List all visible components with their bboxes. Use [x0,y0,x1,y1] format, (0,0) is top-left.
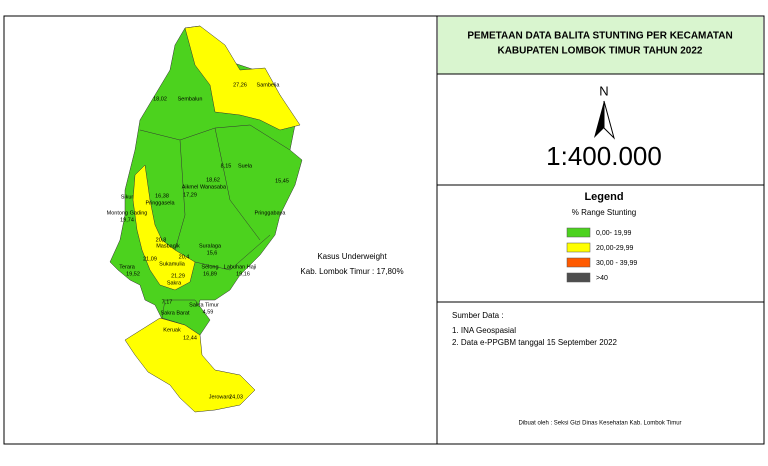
map-label: 27,26 [233,82,247,88]
map [109,25,303,413]
map-label: Jerowaru [209,394,232,400]
map-label: Aikmel [182,184,199,190]
legend-swatch [566,242,591,253]
title: KABUPATEN LOMBOK TIMUR TAHUN 2022 [497,46,702,57]
north-arrow [603,100,615,140]
scale: 1:400.000 [546,141,662,171]
legend-label: >40 [596,275,608,282]
sources-title: Sumber Data : [452,311,504,320]
boundary [139,124,291,151]
map-label: Terara [119,264,136,270]
boundary [194,234,271,271]
title-box [438,17,763,74]
map-label: Sikur [121,194,134,200]
map-label: Masbagik [156,243,180,249]
legend-title: Legend [584,191,623,203]
map-label: Labuhan Haji [224,264,256,270]
map-label: Sakra [167,280,182,286]
legend-swatch [566,257,591,268]
map-label: Sukamulia [159,261,186,267]
map-label: 21,29 [171,273,185,279]
map-label: Suralaga [199,243,222,249]
map-label: Wanasaba [200,184,227,190]
map-labels: 27,26 Sambelia 18,02 Sembalun 8,15 Suela 18,62… [107,82,289,400]
map-label: 18,02 [153,96,167,102]
map-label: 16,38 [155,193,169,199]
north-arrow [594,101,604,138]
legend: 0,00- 19,99 20,00-29,99 30,00 - 39,99 >40 [566,227,637,283]
map-label: 19,16 [236,271,250,277]
map-label: Sembalun [178,96,203,102]
region [184,25,301,131]
map-label: Selong [201,264,218,270]
map-label: 19,52 [126,271,140,277]
annotation: Kab. Lombok Timur : 17,80% [300,267,403,276]
map-label: Montong Gading [107,210,148,216]
map-label: Sambelia [257,82,281,88]
map-label: Sakra Barat [160,310,190,316]
map-label: 4,59 [203,309,214,315]
map-label: 8,15 [221,163,232,169]
credit: Dibuat oleh : Seksi Gizi Dinas Kesehatan… [518,421,681,427]
map-label: 17,29 [183,192,197,198]
boundary [214,127,261,241]
region [124,317,256,413]
map-label: 20,8 [156,237,167,243]
legend-subtitle: % Range Stunting [572,208,637,217]
region [161,299,211,336]
map-label: Sakra Timur [189,302,219,308]
legend-swatch [566,227,591,238]
legend-label: 0,00- 19,99 [596,230,632,237]
map-label: 24,03 [229,394,243,400]
map-label: Suela [238,163,253,169]
region [132,164,196,291]
title: PEMETAAN DATA BALITA STUNTING PER KECAMA… [467,31,732,42]
source-item: 2. Data e-PPGBM tanggal 15 September 202… [452,338,618,347]
source-item: 1. INA Geospasial [452,326,516,335]
map-label: 15,45 [275,178,289,184]
north-label: N [599,83,608,98]
map-label: 21,09 [143,256,157,262]
frame [3,15,765,445]
annotation: Kasus Underweight [317,252,387,261]
map-label: 20,4 [179,254,190,260]
map-label: 12,44 [183,335,197,341]
map-label: Pringgasela [145,200,175,206]
map-label: 15,6 [207,250,218,256]
legend-label: 30,00 - 39,99 [596,260,637,267]
map-label: 18,62 [206,177,220,183]
map-label: 7,17 [162,299,173,305]
map-label: 19,74 [120,217,134,223]
legend-label: 20,00-29,99 [596,245,633,252]
map-label: 16,89 [203,271,217,277]
map-label: Pringgabaya [255,210,287,216]
legend-swatch [566,272,591,283]
map-label: Keruak [163,327,181,333]
boundary [174,139,186,251]
